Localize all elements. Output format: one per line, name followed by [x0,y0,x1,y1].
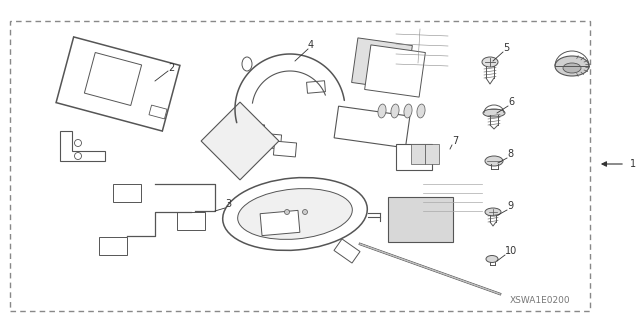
Ellipse shape [486,256,498,263]
Ellipse shape [378,104,386,118]
Polygon shape [56,37,180,131]
Ellipse shape [485,208,501,216]
Polygon shape [396,144,432,170]
Polygon shape [113,184,141,202]
Text: 5: 5 [503,43,509,53]
Polygon shape [334,106,410,148]
Ellipse shape [237,189,353,239]
Polygon shape [201,102,279,180]
Polygon shape [149,105,167,119]
Polygon shape [334,239,360,263]
Text: 2: 2 [168,63,174,73]
Ellipse shape [242,57,252,71]
Polygon shape [351,38,412,90]
Polygon shape [60,131,105,161]
Ellipse shape [483,109,505,117]
Text: 8: 8 [507,149,513,159]
Ellipse shape [404,104,412,118]
Polygon shape [84,53,141,106]
Text: 6: 6 [508,97,514,107]
Polygon shape [411,144,425,164]
Text: 7: 7 [452,136,458,146]
Polygon shape [99,237,127,255]
Polygon shape [307,81,326,93]
Polygon shape [273,141,296,157]
Text: XSWA1E0200: XSWA1E0200 [509,296,570,305]
Polygon shape [387,197,452,241]
Ellipse shape [417,104,425,118]
Ellipse shape [303,210,307,214]
Ellipse shape [74,139,81,146]
Polygon shape [241,123,264,139]
Text: 10: 10 [505,246,517,256]
Polygon shape [425,144,439,164]
Ellipse shape [563,63,581,73]
Text: 9: 9 [507,201,513,211]
Ellipse shape [391,104,399,118]
Polygon shape [177,212,205,230]
Ellipse shape [285,210,289,214]
Ellipse shape [223,178,367,250]
Ellipse shape [555,56,589,76]
Polygon shape [260,211,300,236]
Text: 1: 1 [630,159,636,169]
Text: 4: 4 [308,40,314,50]
Polygon shape [259,133,282,149]
Ellipse shape [482,57,498,67]
Ellipse shape [485,156,503,166]
Ellipse shape [74,152,81,160]
Text: 3: 3 [225,199,231,209]
Polygon shape [365,45,426,97]
